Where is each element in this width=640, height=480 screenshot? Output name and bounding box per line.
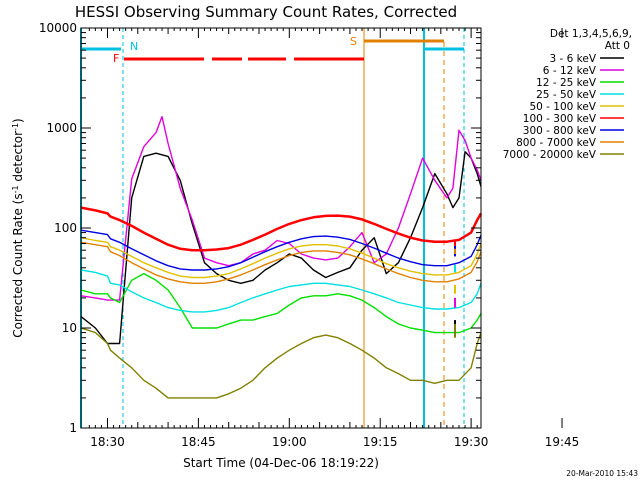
legend-label: 800 - 7000 keV bbox=[516, 137, 597, 149]
x-axis-label: Start Time (04-Dec-06 18:19:22) bbox=[183, 456, 379, 470]
series-layer bbox=[80, 115, 483, 399]
axis-ticks: 1 10 100 1000 10000 18:30 18:45 19:00 19:15 19:30… bbox=[39, 21, 580, 449]
y-axis-label-part3: ) bbox=[11, 118, 25, 123]
legend-label: 12 - 25 keV bbox=[536, 77, 597, 89]
y-axis-label-part2: detector bbox=[11, 131, 25, 186]
x-tick-label: 19:45 bbox=[545, 435, 580, 449]
y-axis-label-sup1: -1 bbox=[11, 185, 20, 193]
series-line-9 bbox=[80, 327, 482, 399]
flare-marker-label: F bbox=[113, 52, 119, 65]
series-line-2 bbox=[80, 115, 482, 301]
series-line-4 bbox=[80, 269, 482, 313]
x-tick-label: 19:30 bbox=[454, 435, 489, 449]
legend-label: 6 - 12 keV bbox=[543, 65, 597, 77]
y-tick-label: 100 bbox=[54, 221, 77, 235]
series-line-1 bbox=[80, 150, 482, 345]
saa-marker-label: S bbox=[350, 35, 357, 48]
series-line-7 bbox=[80, 229, 482, 271]
chart-title: HESSI Observing Summary Count Rates, Cor… bbox=[75, 3, 457, 21]
y-axis-label: Corrected Count Rate (s-1 detector-1) bbox=[11, 118, 25, 337]
y-tick-label: 1 bbox=[69, 421, 77, 435]
x-tick-label: 18:30 bbox=[90, 435, 125, 449]
overlay-layer: N S F bbox=[80, 28, 465, 428]
y-tick-label: 10 bbox=[62, 321, 77, 335]
legend-label: 3 - 6 keV bbox=[549, 53, 596, 65]
legend-label: 300 - 800 keV bbox=[523, 125, 597, 137]
timestamp-stamp: 20-Mar-2010 15:43 bbox=[566, 469, 638, 478]
x-tick-label: 19:15 bbox=[363, 435, 398, 449]
legend-label: 25 - 50 keV bbox=[536, 89, 597, 101]
y-tick-label: 1000 bbox=[46, 121, 77, 135]
y-tick-label: 10000 bbox=[39, 21, 77, 35]
night-marker-label: N bbox=[130, 40, 138, 53]
x-tick-label: 19:00 bbox=[272, 435, 307, 449]
series-line-8 bbox=[80, 241, 482, 284]
legend-label: 100 - 300 keV bbox=[523, 113, 597, 125]
legend-header-1: Det 1,3,4,5,6,9, bbox=[550, 28, 632, 40]
legend-label: 50 - 100 keV bbox=[529, 101, 596, 113]
series-line-5 bbox=[80, 237, 482, 279]
legend-label: 7000 - 20000 keV bbox=[503, 149, 597, 161]
series-line-3 bbox=[80, 272, 482, 334]
y-axis-label-part1: Corrected Count Rate (s bbox=[11, 193, 25, 337]
series-line-6 bbox=[80, 206, 483, 252]
x-tick-label: 18:45 bbox=[181, 435, 216, 449]
y-axis-label-sup2: -1 bbox=[11, 123, 20, 131]
legend-header-2: Att 0 bbox=[605, 40, 630, 52]
